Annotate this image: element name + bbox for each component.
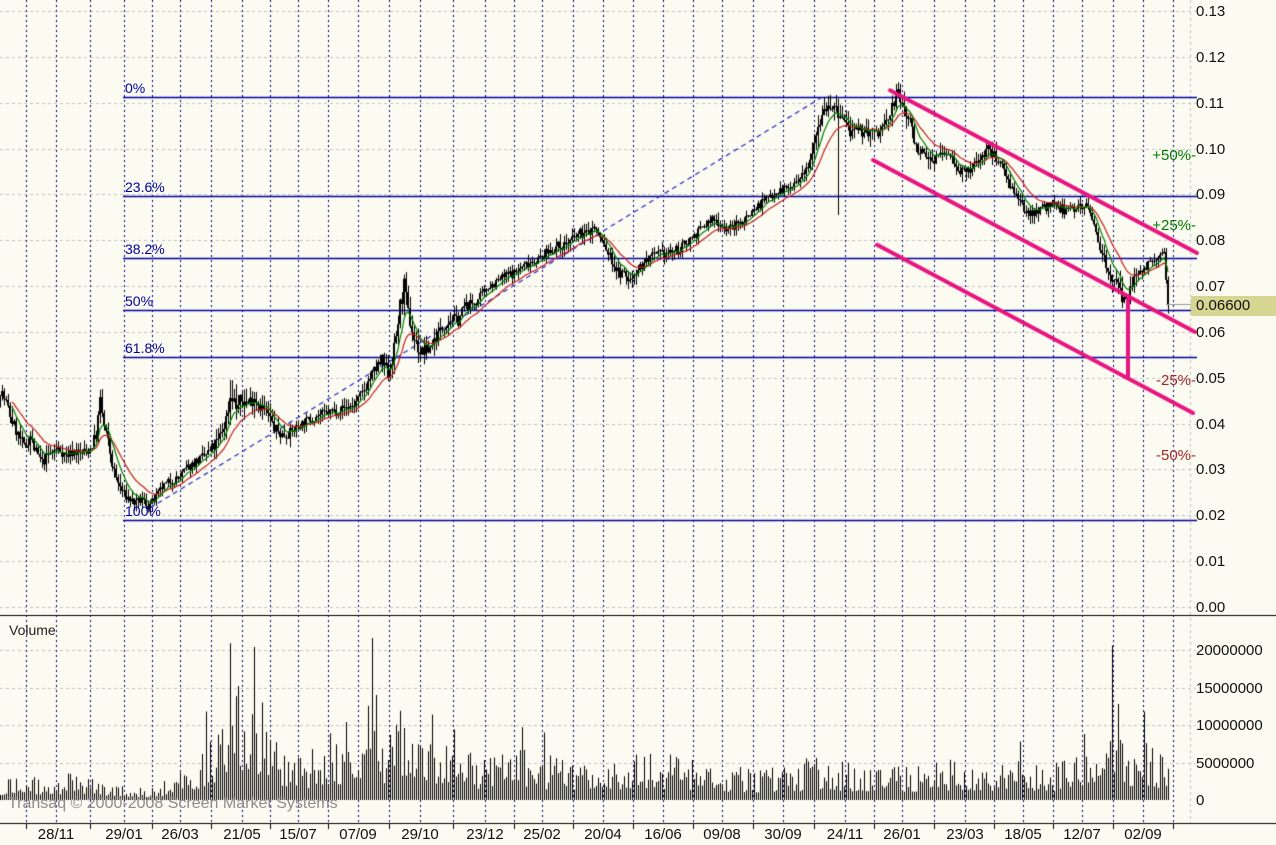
date-axis-tick: 21/05 bbox=[223, 826, 261, 843]
date-axis-tick: 29/10 bbox=[401, 826, 439, 843]
fibonacci-level-label: 23.6% bbox=[125, 179, 165, 196]
date-axis-tick: 18/05 bbox=[1004, 826, 1042, 843]
volume-axis-tick: 10000000 bbox=[1196, 717, 1263, 734]
date-axis-tick: 15/07 bbox=[279, 826, 317, 843]
date-axis-tick: 23/03 bbox=[946, 826, 984, 843]
date-axis-tick: 28/11 bbox=[37, 826, 75, 843]
price-axis-tick: 0.08 bbox=[1196, 232, 1226, 250]
volume-axis-tick: 15000000 bbox=[1196, 679, 1263, 697]
price-axis-tick: 0.11 bbox=[1196, 94, 1225, 112]
price-axis-tick: 0.01 bbox=[1196, 553, 1226, 571]
date-axis-tick: 29/01 bbox=[105, 826, 143, 843]
volume-axis-tick: 0 bbox=[1196, 792, 1205, 809]
fibonacci-level-label: 61.8% bbox=[125, 340, 165, 357]
date-axis-tick: 26/01 bbox=[883, 826, 921, 843]
price-axis-tick: 0.07 bbox=[1196, 278, 1226, 296]
price-axis-tick: 0.00 bbox=[1196, 599, 1226, 616]
date-axis-tick: 30/09 bbox=[764, 826, 802, 843]
price-axis-tick: 0.10 bbox=[1196, 140, 1226, 158]
date-axis-tick: 12/07 bbox=[1063, 826, 1101, 843]
fibonacci-level-label: 50% bbox=[125, 292, 154, 309]
price-axis-tick: 0.12 bbox=[1196, 48, 1226, 66]
current-price-marker: 0.06600 bbox=[1191, 296, 1276, 316]
fibonacci-level-label: 100% bbox=[125, 502, 161, 519]
price-axis-tick: 0.05 bbox=[1196, 369, 1226, 387]
date-axis-tick: 07/09 bbox=[339, 826, 377, 843]
price-axis-tick: 0.02 bbox=[1196, 507, 1226, 525]
fibonacci-level-label: 38.2% bbox=[125, 241, 165, 258]
price-axis-tick: 0.04 bbox=[1196, 415, 1226, 433]
date-axis-tick: 23/12 bbox=[466, 826, 504, 843]
channel-percent-label: -25%- bbox=[1155, 372, 1196, 390]
date-axis-tick: 09/08 bbox=[703, 826, 741, 843]
channel-percent-label: +50%- bbox=[1152, 147, 1196, 165]
date-axis-tick: 20/04 bbox=[584, 826, 622, 843]
date-axis-tick: 26/03 bbox=[161, 826, 199, 843]
date-axis-tick: 24/11 bbox=[826, 826, 864, 843]
price-axis-tick: 0.03 bbox=[1196, 461, 1226, 479]
fibonacci-level-label: 0% bbox=[125, 80, 146, 97]
price-axis-tick: 0.06 bbox=[1196, 323, 1226, 341]
price-axis-tick: 0.13 bbox=[1196, 3, 1226, 20]
date-axis-tick: 02/09 bbox=[1124, 826, 1162, 843]
channel-percent-label: -50%- bbox=[1155, 447, 1196, 465]
transaq-watermark: Transaq © 2000-2008 Screen Market System… bbox=[8, 795, 338, 812]
volume-panel-label: Volume bbox=[9, 622, 56, 638]
volume-axis-tick: 5000000 bbox=[1196, 754, 1255, 772]
date-axis-tick: 16/06 bbox=[644, 826, 682, 843]
channel-percent-label: +25%- bbox=[1152, 217, 1196, 235]
volume-axis-tick: 20000000 bbox=[1196, 642, 1263, 659]
price-axis-tick: 0.09 bbox=[1196, 186, 1226, 204]
date-axis-tick: 25/02 bbox=[523, 826, 561, 843]
